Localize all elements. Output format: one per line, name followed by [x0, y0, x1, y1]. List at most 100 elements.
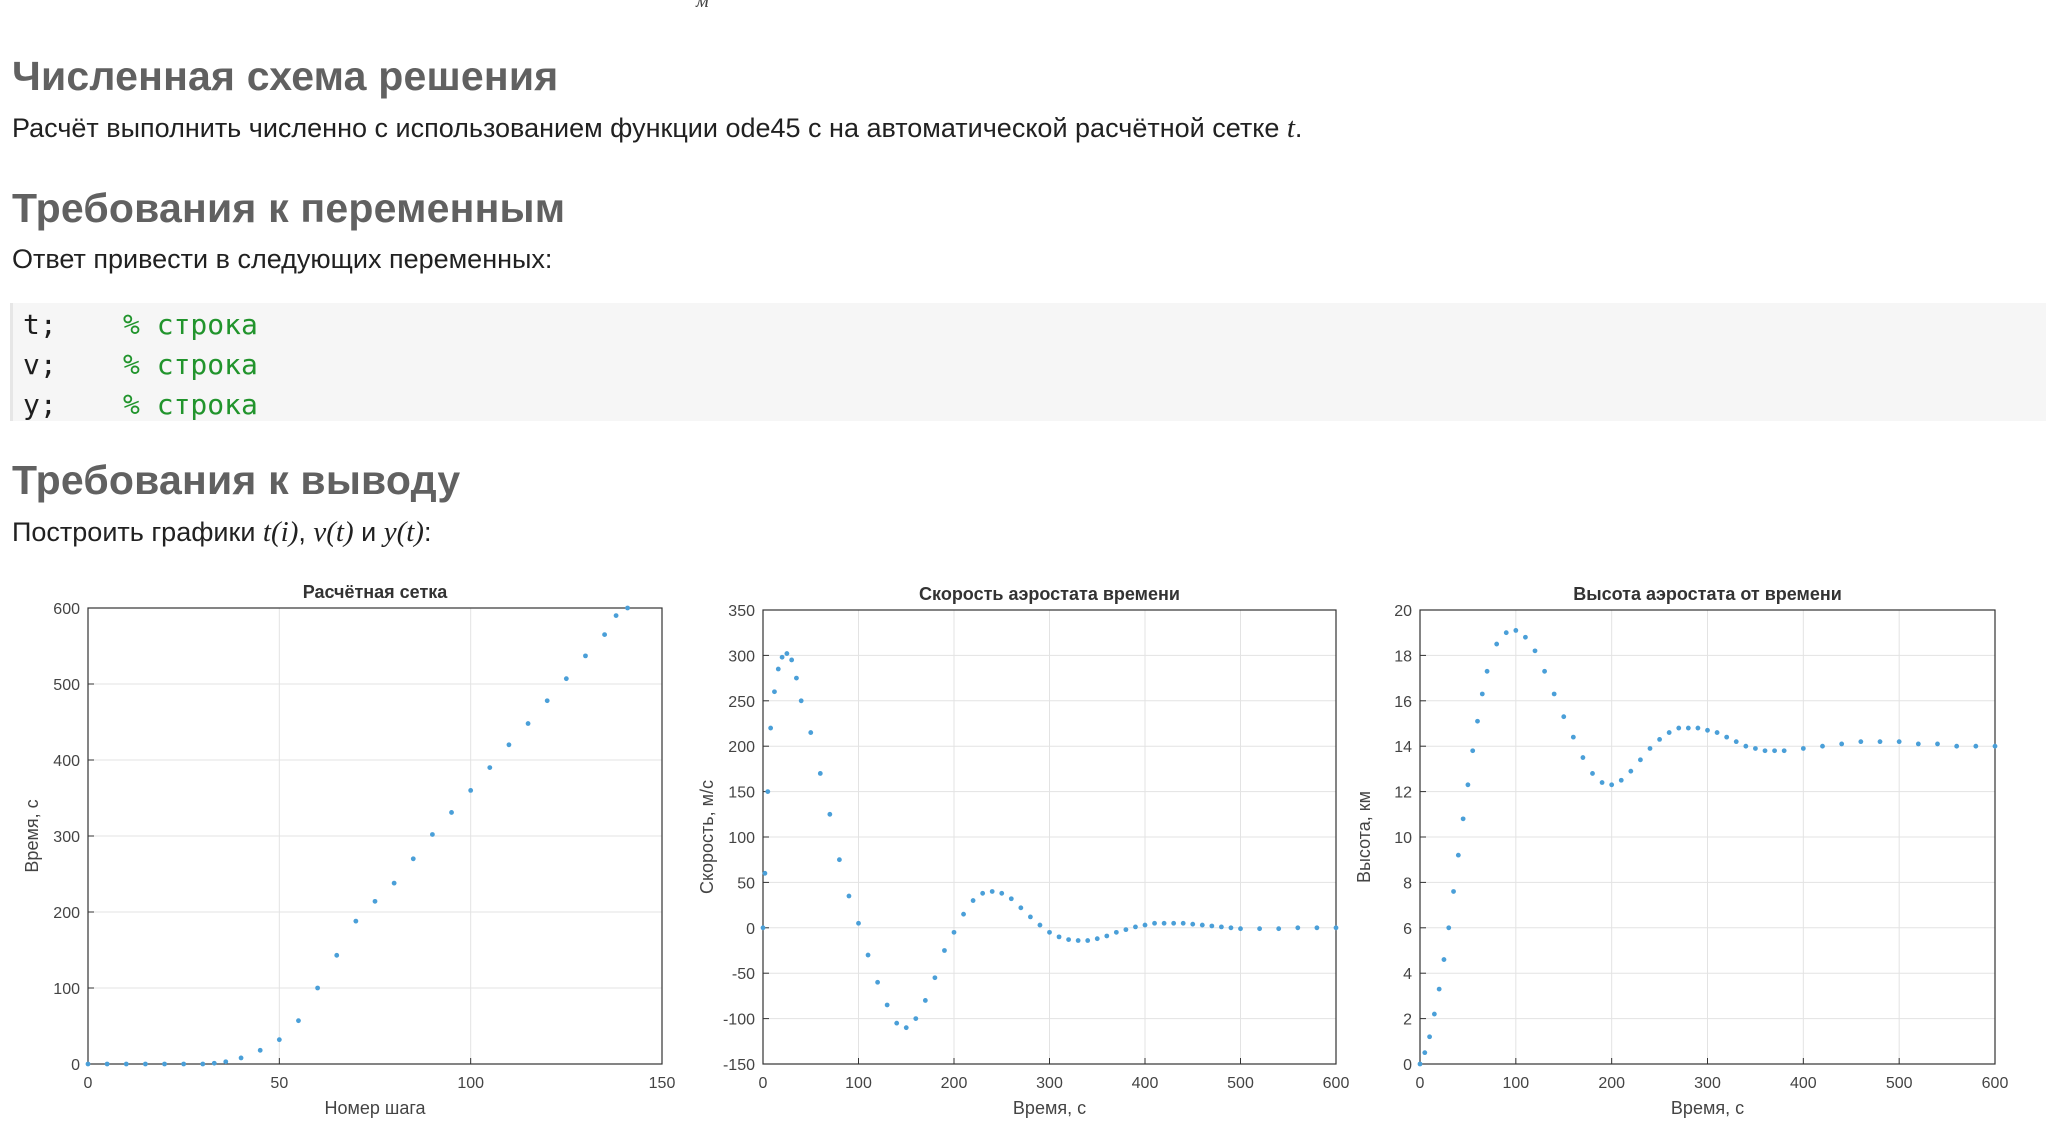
data-point	[865, 952, 871, 958]
data-point	[85, 1061, 91, 1067]
data-point	[1123, 927, 1129, 933]
data-point	[1018, 905, 1024, 911]
data-point	[1915, 741, 1921, 747]
x-tick-label: 300	[1036, 1075, 1063, 1092]
data-point	[1056, 934, 1062, 940]
y-tick-label: 100	[53, 981, 80, 998]
data-point	[1973, 743, 1979, 749]
data-point	[875, 979, 880, 985]
chart-velocity: 0 100 200 300 400 500 600 -150 -100 -50 0 50 100 150 2…	[697, 584, 1349, 1118]
y-tick-label: 0	[1403, 1057, 1412, 1074]
y-axis-label: Высота, км	[1354, 791, 1374, 883]
x-axis-label: Время, с	[1671, 1098, 1744, 1118]
x-tick-label: 600	[1982, 1075, 2009, 1092]
data-point	[1465, 782, 1471, 788]
data-point	[1276, 926, 1282, 932]
x-tick-label: 400	[1790, 1075, 1817, 1092]
data-point	[1561, 714, 1567, 720]
data-point	[1238, 926, 1243, 932]
data-point	[181, 1061, 187, 1067]
y-tick-label: 4	[1403, 966, 1412, 983]
output-text-end: :	[423, 517, 432, 547]
y-tick-label: 350	[728, 603, 755, 620]
math-t: t	[1286, 112, 1295, 144]
y-tick-label: 100	[728, 830, 755, 847]
data-point	[1314, 925, 1320, 931]
variables-paragraph: Ответ привести в следующих переменных:	[12, 244, 553, 274]
data-point	[1590, 771, 1595, 776]
data-point	[525, 721, 531, 726]
data-point	[1446, 925, 1452, 931]
data-point	[391, 880, 397, 886]
math-y-of-t: y(t)	[383, 516, 424, 548]
x-tick-label: 100	[1502, 1075, 1529, 1092]
data-point	[1820, 743, 1825, 749]
data-point	[772, 689, 777, 695]
data-point	[563, 676, 569, 682]
data-point	[837, 857, 842, 863]
code-line: t; % строка	[23, 305, 2046, 345]
data-point	[1954, 743, 1960, 749]
y-tick-label: 20	[1394, 603, 1412, 620]
data-point	[1580, 755, 1586, 760]
data-point	[808, 730, 814, 735]
data-point	[1666, 730, 1672, 735]
code-block[interactable]: t; % строка v; % строка y; % строка	[10, 303, 2046, 421]
chart-title: Высота аэростата от времени	[1573, 584, 1842, 604]
data-point	[625, 605, 630, 611]
data-point	[1676, 725, 1682, 731]
data-point	[1753, 746, 1758, 751]
x-tick-label: 50	[270, 1075, 288, 1092]
data-point	[1161, 920, 1167, 926]
y-tick-label: -50	[732, 966, 755, 983]
data-point	[1470, 748, 1476, 754]
data-point	[1800, 746, 1806, 751]
output-paragraph: Построить графики t(i), v(t) и y(t):	[12, 516, 431, 549]
y-tick-label: 150	[728, 785, 755, 802]
data-point	[846, 893, 852, 899]
data-point	[1417, 1061, 1423, 1067]
section-title-output: Требования к выводу	[12, 457, 461, 503]
data-point	[856, 920, 861, 926]
x-tick-label: 0	[84, 1075, 93, 1092]
y-tick-label: 18	[1394, 648, 1412, 665]
y-tick-label: -150	[723, 1057, 755, 1074]
data-point	[1190, 921, 1196, 927]
y-tick-label: 300	[728, 648, 755, 665]
data-point	[798, 698, 804, 704]
data-point	[602, 632, 607, 637]
data-point	[760, 925, 766, 931]
data-point	[1228, 925, 1234, 931]
data-point	[506, 742, 512, 748]
data-point	[980, 890, 986, 896]
data-point	[1532, 648, 1538, 654]
data-point	[1523, 634, 1528, 640]
data-point	[487, 765, 493, 770]
data-point	[1743, 743, 1749, 749]
y-axis-label: Время, с	[22, 799, 42, 872]
data-point	[1455, 852, 1461, 858]
data-point	[1839, 741, 1845, 747]
data-point	[768, 725, 774, 731]
y-tick-label: 16	[1394, 694, 1412, 711]
data-point	[951, 929, 957, 935]
data-point	[784, 651, 790, 656]
y-tick-label: 200	[728, 739, 755, 756]
data-point	[1431, 1011, 1437, 1017]
code-variable: v;	[23, 348, 57, 381]
data-point	[1772, 748, 1777, 754]
data-point	[1422, 1050, 1428, 1056]
scheme-text: Расчёт выполнить численно с использовани…	[12, 113, 1287, 143]
data-point	[1685, 725, 1691, 731]
data-point	[1570, 734, 1576, 740]
output-text: Построить графики	[12, 517, 263, 547]
data-point	[1877, 739, 1883, 745]
y-tick-label: -100	[723, 1012, 755, 1029]
data-point	[1152, 920, 1157, 926]
chart-altitude: 0 100 200 300 400 500 600 0 2 4 6 8 10 12 14 16 18 20 Высо…	[1354, 584, 2009, 1118]
data-point	[1494, 641, 1500, 647]
data-point	[989, 889, 995, 894]
data-point	[1209, 923, 1215, 929]
code-comment: % строка	[123, 348, 258, 381]
data-point	[1037, 922, 1043, 928]
